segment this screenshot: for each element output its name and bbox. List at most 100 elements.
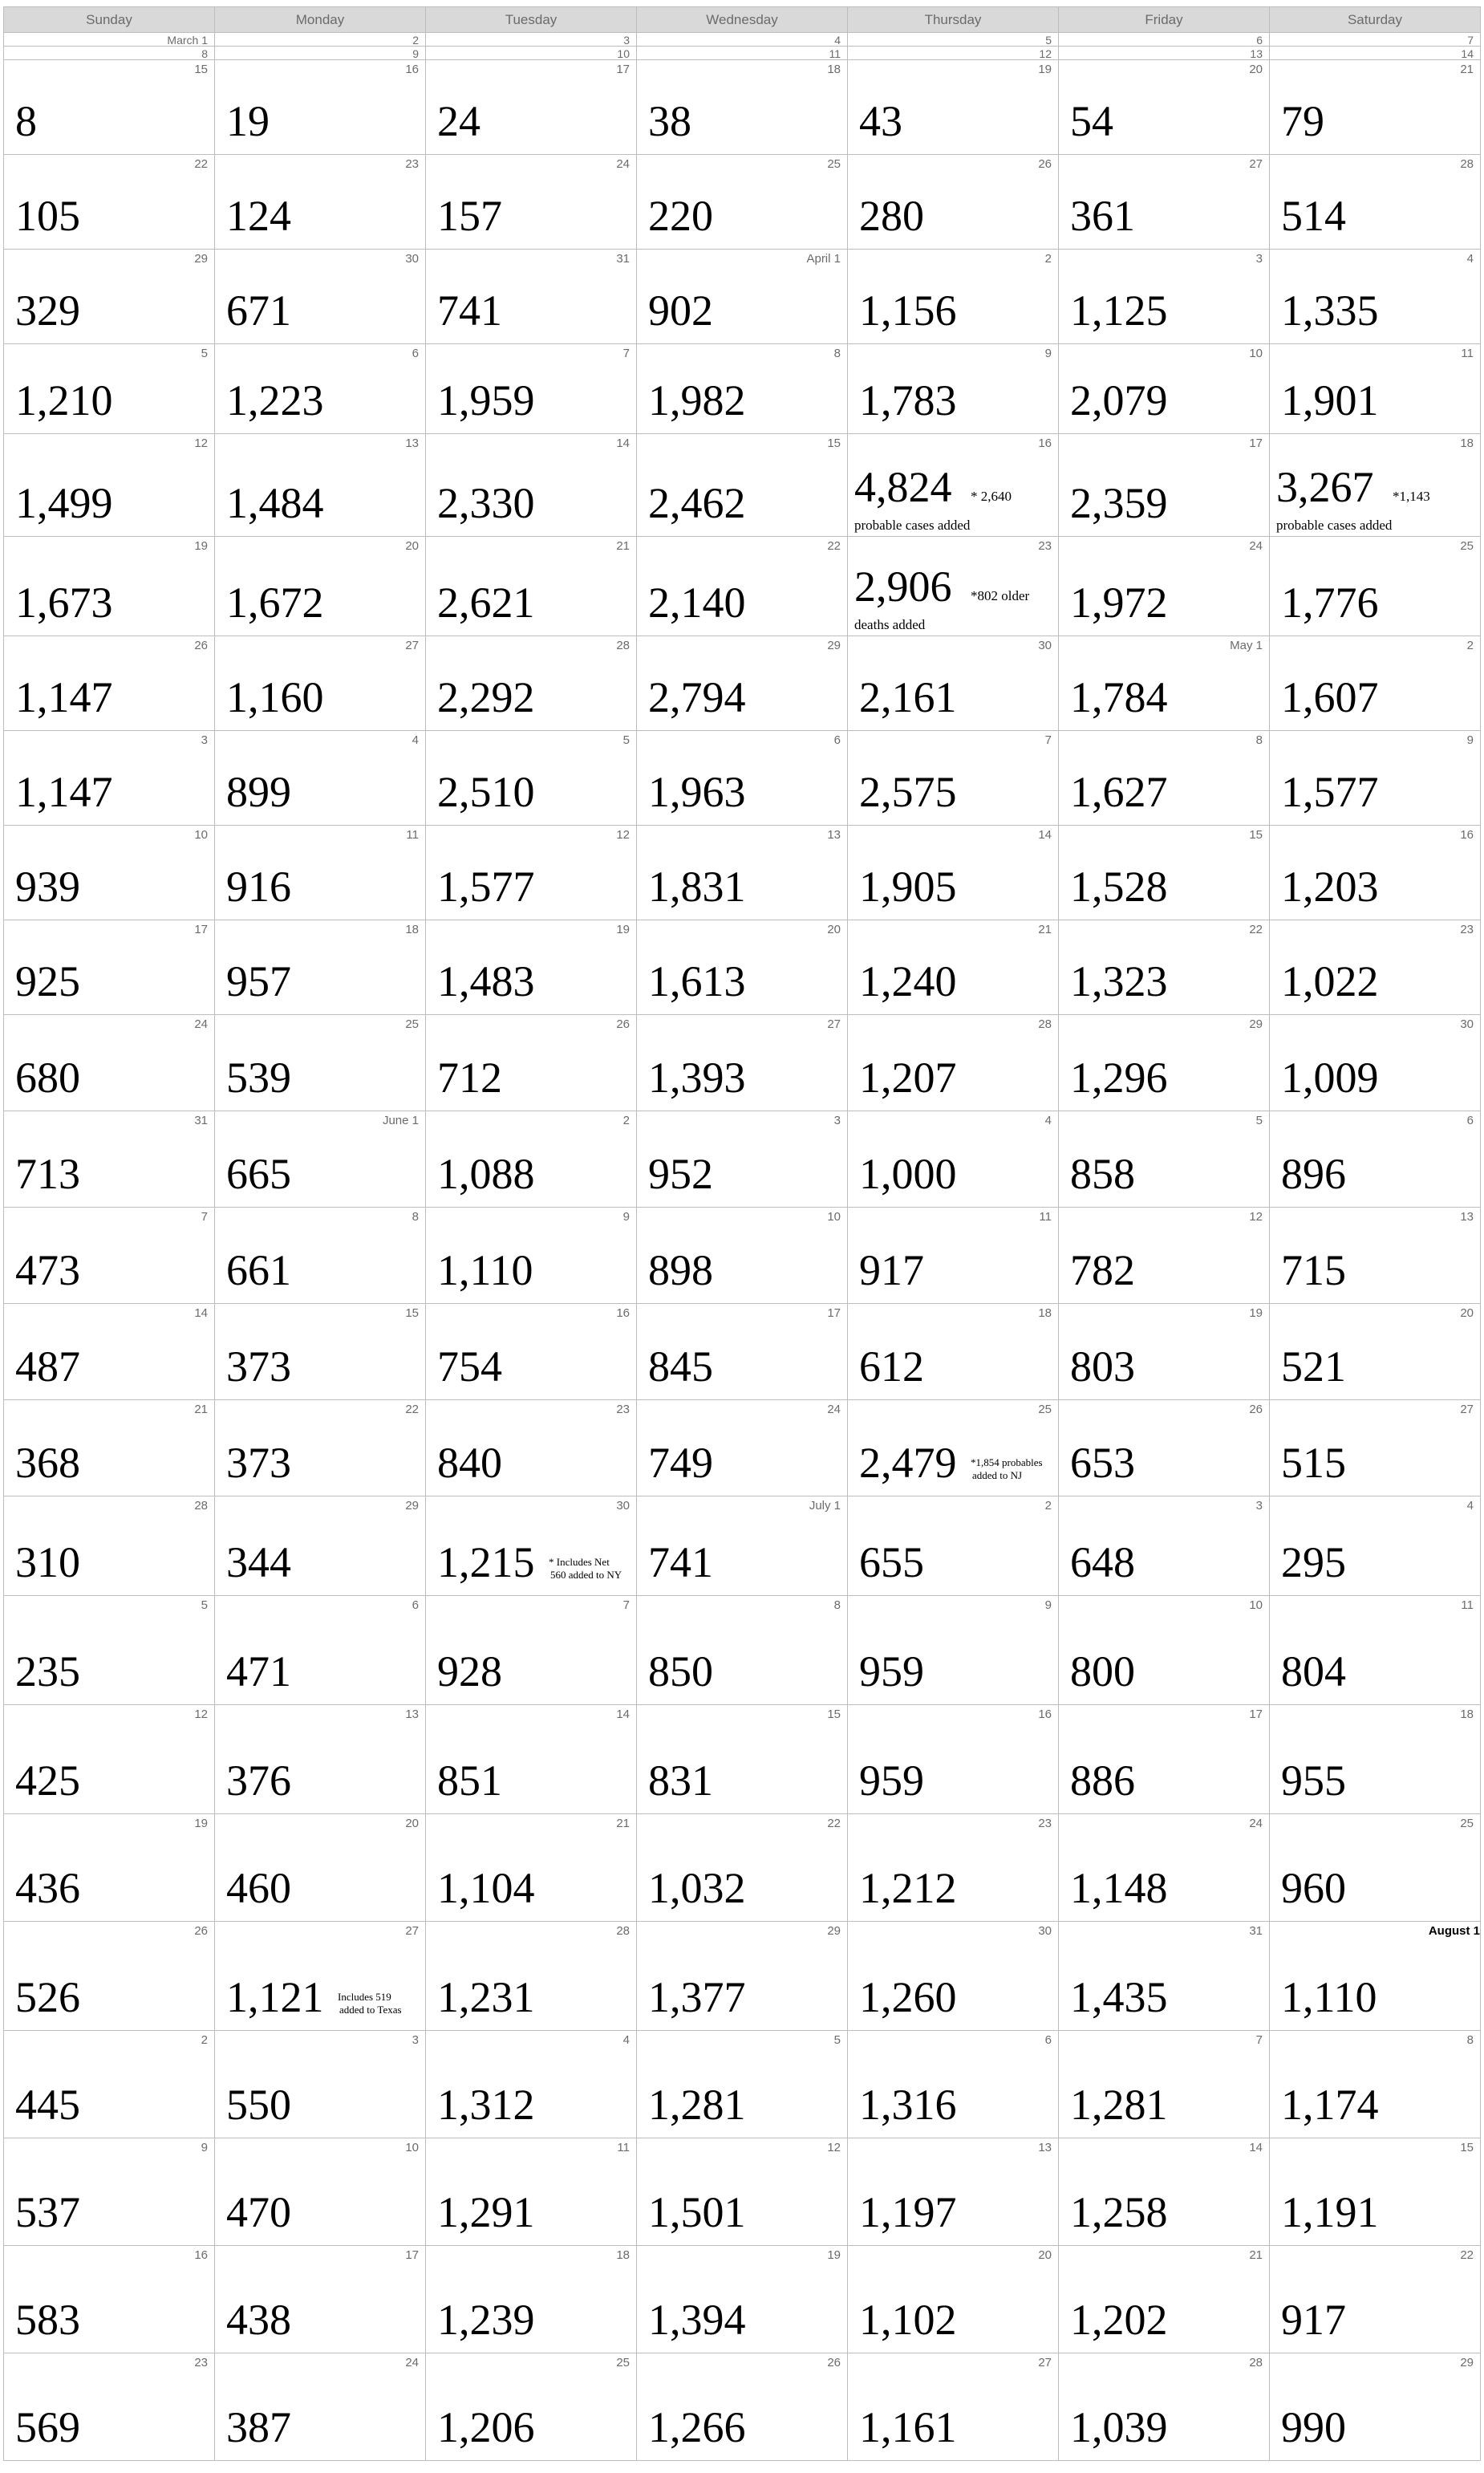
calendar-cell: 5 2,510 xyxy=(426,731,637,826)
date-label: 11 xyxy=(829,47,841,60)
calendar-cell: 2 445 xyxy=(4,2031,215,2138)
daily-value: 460 xyxy=(226,1864,291,1912)
daily-value: 539 xyxy=(226,1054,291,1102)
calendar-cell: 23 569 xyxy=(4,2353,215,2461)
calendar-cell: 31 713 xyxy=(4,1111,215,1208)
calendar-cell: 21 2,621 xyxy=(426,537,637,636)
calendar-cell: 29 344 xyxy=(215,1496,426,1596)
date-label: 9 xyxy=(1044,1598,1052,1612)
date-label: 16 xyxy=(616,1306,630,1320)
calendar-cell: 10 xyxy=(426,47,637,60)
date-label: 13 xyxy=(405,437,419,450)
daily-value: 515 xyxy=(1281,1439,1346,1487)
daily-value: 959 xyxy=(859,1647,924,1695)
date-label: 5 xyxy=(1045,34,1052,47)
date-label: 13 xyxy=(405,1708,419,1721)
daily-value: 1,959 xyxy=(437,376,535,424)
calendar-cell: 28 1,207 xyxy=(848,1015,1059,1111)
calendar-cell: 25 220 xyxy=(637,155,848,250)
calendar-cell: August 1 1,110 xyxy=(1270,1922,1481,2031)
calendar-cell: 15 831 xyxy=(637,1705,848,1814)
date-label: 15 xyxy=(827,437,841,450)
daily-value: 2,621 xyxy=(437,579,535,627)
date-label: 5 xyxy=(833,2033,841,2047)
date-label: 14 xyxy=(1461,47,1474,60)
date-label: 24 xyxy=(194,1017,208,1031)
daily-value: 1,032 xyxy=(648,1864,746,1912)
date-label: 25 xyxy=(1038,1403,1052,1416)
calendar-cell: 20 1,102 xyxy=(848,2246,1059,2353)
date-label: 20 xyxy=(827,923,841,936)
date-label: 30 xyxy=(1460,1017,1474,1031)
date-label: 19 xyxy=(194,1817,208,1830)
calendar-cell: 30 2,161 xyxy=(848,636,1059,731)
calendar-cell: 23 2,906 *802 older deaths added xyxy=(848,537,1059,636)
daily-value: 1,206 xyxy=(437,2403,535,2451)
calendar-cell: 18 612 xyxy=(848,1304,1059,1400)
date-label: 20 xyxy=(405,1817,419,1830)
calendar-cell: 2 xyxy=(215,33,426,47)
daily-value: 928 xyxy=(437,1647,502,1695)
calendar-cell: 26 280 xyxy=(848,155,1059,250)
date-label: 8 xyxy=(1255,733,1263,747)
date-label: 4 xyxy=(834,34,841,47)
date-label: 6 xyxy=(1466,1114,1474,1127)
date-label: 24 xyxy=(405,2356,419,2369)
daily-value: 550 xyxy=(226,2081,291,2129)
daily-value: 470 xyxy=(226,2188,291,2236)
date-label: 17 xyxy=(616,63,630,76)
calendar-cell: 18 955 xyxy=(1270,1705,1481,1814)
date-label: 21 xyxy=(1038,923,1052,936)
daily-value: 43 xyxy=(859,97,902,145)
calendar-cell: 14 xyxy=(1270,47,1481,60)
annotation-note: 560 added to NY xyxy=(550,1569,622,1582)
date-label: 17 xyxy=(194,923,208,936)
date-label: 22 xyxy=(194,157,208,171)
date-label: 23 xyxy=(616,1403,630,1416)
daily-value: 2,292 xyxy=(437,673,535,721)
date-label: 19 xyxy=(616,923,630,936)
daily-value: 917 xyxy=(859,1246,924,1294)
date-label: 30 xyxy=(616,1499,630,1513)
daily-value: 653 xyxy=(1070,1439,1135,1487)
date-label: 15 xyxy=(194,63,208,76)
daily-value: 514 xyxy=(1281,192,1346,240)
calendar-cell: 28 310 xyxy=(4,1496,215,1596)
date-label: 22 xyxy=(405,1403,419,1416)
date-label: 30 xyxy=(1038,1924,1052,1938)
daily-value: 831 xyxy=(648,1756,713,1805)
calendar-cell: 6 xyxy=(1059,33,1270,47)
calendar-cell: 22 917 xyxy=(1270,2246,1481,2353)
calendar-cell: 4 1,312 xyxy=(426,2031,637,2138)
daily-value: 1,335 xyxy=(1281,286,1379,335)
date-label: 2 xyxy=(1044,252,1052,266)
date-label: 20 xyxy=(1249,63,1263,76)
calendar-cell: 30 1,009 xyxy=(1270,1015,1481,1111)
date-label: 18 xyxy=(1460,1708,1474,1721)
annotation-note: *802 older xyxy=(971,588,1030,604)
date-label: 9 xyxy=(201,2141,208,2154)
date-label: 14 xyxy=(616,1708,630,1721)
daily-value: 2,359 xyxy=(1070,479,1168,527)
calendar-cell: 24 1,972 xyxy=(1059,537,1270,636)
calendar-cell: 17 2,359 xyxy=(1059,434,1270,537)
daily-value: 1,239 xyxy=(437,2296,535,2344)
daily-value: 1,296 xyxy=(1070,1054,1168,1102)
calendar-cell: 29 1,377 xyxy=(637,1922,848,2031)
daily-value: 1,312 xyxy=(437,2081,535,2129)
daily-value: 2,079 xyxy=(1070,376,1168,424)
date-label: 16 xyxy=(194,2248,208,2262)
calendar-cell: 4 1,335 xyxy=(1270,250,1481,344)
daily-value: 2,462 xyxy=(648,479,746,527)
date-label: 4 xyxy=(1044,1114,1052,1127)
daily-value: 749 xyxy=(648,1439,713,1487)
annotation-note: probable cases added xyxy=(1276,518,1393,534)
calendar-cell: June 1 665 xyxy=(215,1111,426,1208)
daily-value: 990 xyxy=(1281,2403,1346,2451)
calendar-cell: 9 xyxy=(215,47,426,60)
daily-value: 1,501 xyxy=(648,2188,746,2236)
calendar-cell: 9 537 xyxy=(4,2138,215,2246)
calendar-cell: July 1 741 xyxy=(637,1496,848,1596)
daily-value: 1,000 xyxy=(859,1150,957,1198)
date-label: 19 xyxy=(1038,63,1052,76)
